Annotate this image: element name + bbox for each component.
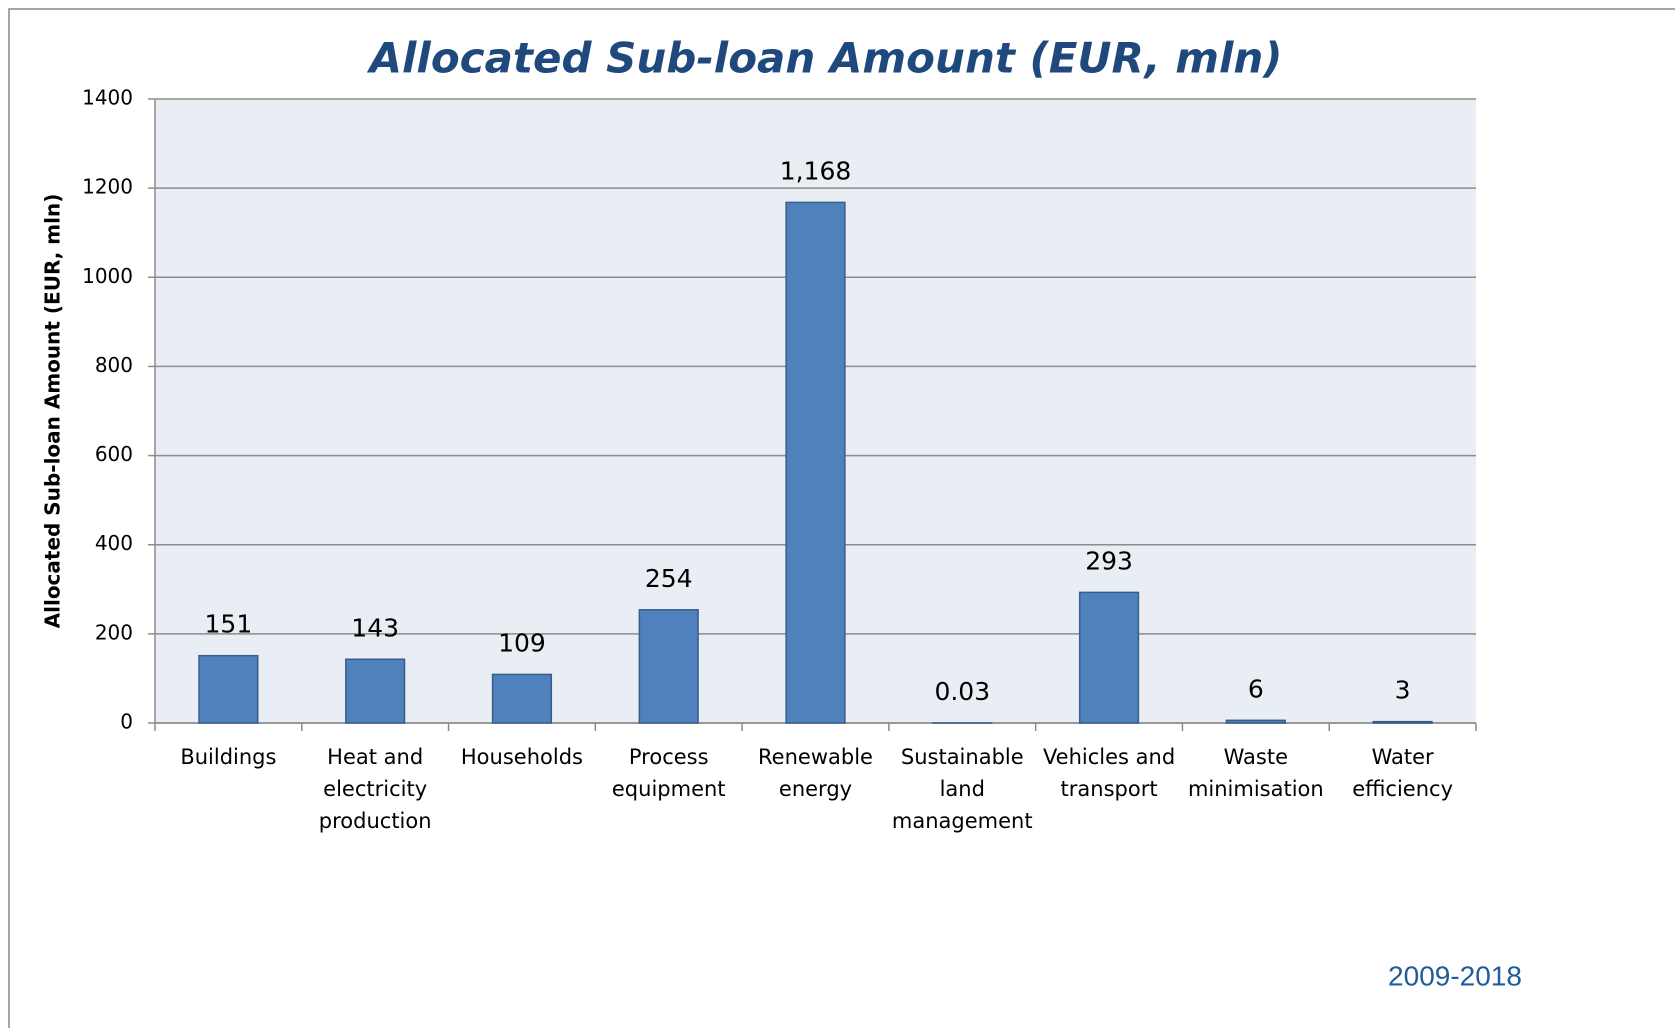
data-label: 3 bbox=[1395, 676, 1411, 705]
chart-title: Allocated Sub-loan Amount (EUR, mln) bbox=[367, 34, 1283, 83]
bar bbox=[345, 658, 406, 724]
y-tick-label: 1400 bbox=[82, 86, 133, 110]
x-tick-label: Waste minimisation bbox=[1188, 745, 1324, 801]
y-axis-label: Allocated Sub-loan Amount (EUR, mln) bbox=[41, 194, 65, 629]
x-tick-label: Heat and electricity production bbox=[319, 745, 432, 833]
x-tick-label: Sustainable land management bbox=[892, 745, 1033, 833]
data-label: 293 bbox=[1085, 546, 1133, 575]
bar bbox=[638, 609, 699, 724]
x-tick-label: Process equipment bbox=[612, 745, 726, 801]
bar bbox=[491, 673, 553, 724]
data-label: 6 bbox=[1248, 674, 1264, 703]
y-tick-label: 1000 bbox=[82, 264, 133, 288]
x-tick-label: Water efficiency bbox=[1352, 745, 1453, 801]
bar bbox=[785, 201, 846, 724]
bar bbox=[1372, 720, 1433, 724]
data-label: 0.03 bbox=[934, 677, 990, 706]
x-tick-label: Renewable energy bbox=[758, 745, 873, 801]
footer: 2009-2018 bbox=[1388, 960, 1522, 991]
bar bbox=[1078, 591, 1140, 724]
y-tick-label: 600 bbox=[95, 442, 133, 466]
y-tick-label: 400 bbox=[95, 531, 133, 555]
data-label: 254 bbox=[645, 564, 693, 593]
bar bbox=[198, 654, 259, 724]
x-tick-label: Households bbox=[461, 745, 583, 769]
data-label: 151 bbox=[205, 610, 253, 639]
frame bbox=[8, 8, 1675, 1028]
data-label: 143 bbox=[351, 613, 399, 642]
y-tick-label: 0 bbox=[120, 710, 133, 734]
data-label: 1,168 bbox=[780, 156, 852, 185]
y-tick-label: 800 bbox=[95, 353, 133, 377]
y-tick-label: 1200 bbox=[82, 175, 133, 199]
y-tick-label: 200 bbox=[95, 620, 133, 644]
data-label: 109 bbox=[498, 628, 546, 657]
x-tick-label: Vehicles and transport bbox=[1043, 745, 1175, 801]
bar bbox=[1225, 719, 1286, 724]
x-tick-label: Buildings bbox=[180, 745, 276, 769]
